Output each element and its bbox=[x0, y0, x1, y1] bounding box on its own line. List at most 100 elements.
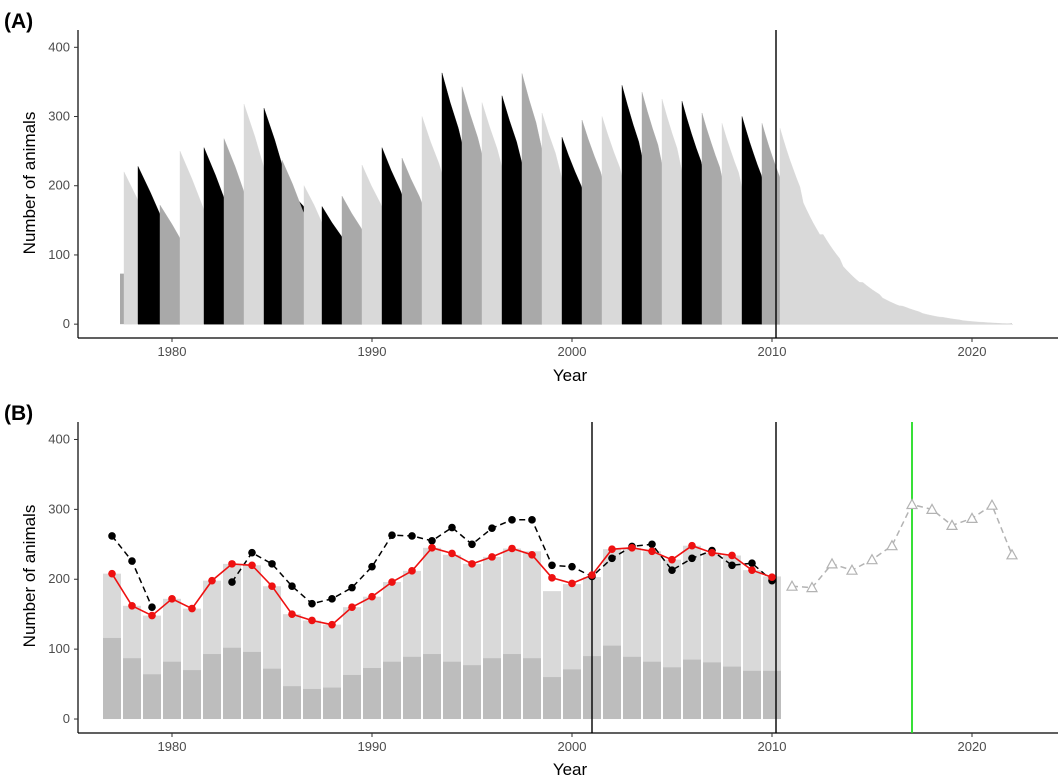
bar-lower bbox=[683, 659, 701, 720]
panel-a-label: (A) bbox=[4, 10, 33, 33]
bar-lower bbox=[423, 654, 441, 720]
observed-point bbox=[468, 540, 476, 549]
modeled-point bbox=[688, 541, 696, 550]
x-tick-label: 1990 bbox=[358, 739, 387, 754]
x-tick-label: 2010 bbox=[758, 344, 787, 359]
modeled-point bbox=[388, 578, 396, 586]
modeled-point bbox=[108, 569, 116, 578]
modeled-point bbox=[488, 553, 496, 561]
forecast-point bbox=[885, 539, 899, 551]
bar-lower bbox=[403, 656, 421, 720]
bar-lower bbox=[203, 654, 221, 720]
observed-point bbox=[748, 559, 756, 567]
bar-lower bbox=[283, 686, 301, 720]
panel-b-xlabel: Year bbox=[553, 760, 588, 779]
panel-b-plot: 0 100 200 300 400 1980 1990 2000 2010 2020 bbox=[48, 422, 1058, 754]
forecast-point bbox=[985, 498, 999, 510]
bar-lower bbox=[763, 670, 781, 720]
observed-point bbox=[668, 566, 676, 574]
y-tick-label: 300 bbox=[48, 501, 70, 516]
forecast-point bbox=[825, 557, 839, 569]
observed-point bbox=[428, 537, 436, 545]
observed-point bbox=[308, 599, 316, 608]
modeled-point bbox=[288, 610, 296, 618]
bar-lower bbox=[123, 658, 141, 720]
panel-a-plot: 0 100 200 300 400 1980 1990 2000 2010 2020 bbox=[48, 30, 1058, 359]
y-tick-label: 200 bbox=[48, 178, 70, 193]
bar-lower bbox=[563, 669, 581, 720]
observed-point bbox=[368, 562, 376, 571]
observed-point bbox=[388, 531, 396, 540]
bar-lower bbox=[343, 674, 361, 720]
modeled-point bbox=[728, 551, 736, 560]
forecast-point bbox=[865, 553, 879, 565]
bar-lower bbox=[263, 668, 281, 720]
modeled-point bbox=[708, 548, 716, 557]
observed-point bbox=[488, 524, 496, 533]
forecast-point bbox=[845, 563, 859, 575]
bar-lower bbox=[243, 651, 261, 720]
x-tick-label: 2020 bbox=[958, 344, 987, 359]
modeled-line bbox=[111, 544, 773, 626]
x-tick-label: 1990 bbox=[358, 344, 387, 359]
forecast-point bbox=[965, 512, 979, 524]
bar-lower bbox=[723, 666, 741, 720]
bar-lower bbox=[743, 670, 761, 720]
modeled-point bbox=[548, 574, 556, 582]
x-tick-label: 1980 bbox=[158, 344, 187, 359]
bar-lower bbox=[703, 662, 721, 720]
observed-point bbox=[728, 561, 736, 570]
bar-lower bbox=[383, 661, 401, 720]
y-tick-label: 0 bbox=[63, 316, 70, 331]
modeled-point bbox=[468, 560, 476, 568]
observed-point bbox=[268, 560, 276, 568]
forecast-point bbox=[805, 581, 819, 593]
bar-lower bbox=[523, 658, 541, 720]
modeled-point bbox=[328, 620, 336, 629]
x-tick-label: 2000 bbox=[558, 739, 587, 754]
cohort-area bbox=[779, 128, 1013, 325]
bar-lower bbox=[103, 637, 121, 720]
forecast-line bbox=[791, 503, 1013, 589]
y-tick-label: 100 bbox=[48, 247, 70, 262]
modeled-point bbox=[568, 579, 576, 588]
bar-lower bbox=[163, 661, 181, 720]
modeled-point bbox=[188, 604, 196, 613]
x-tick-label: 2000 bbox=[558, 344, 587, 359]
modeled-point bbox=[208, 576, 216, 585]
modeled-point bbox=[508, 544, 516, 553]
modeled-point bbox=[588, 571, 596, 579]
bar-lower bbox=[603, 645, 621, 720]
bar-lower bbox=[543, 677, 561, 720]
observed-point bbox=[148, 603, 156, 612]
bar-lower bbox=[183, 670, 201, 720]
bar-lower bbox=[303, 688, 321, 720]
modeled-point bbox=[128, 602, 136, 610]
observed-point bbox=[248, 548, 256, 557]
modeled-point bbox=[248, 561, 256, 570]
forecast-point bbox=[925, 503, 939, 515]
modeled-point bbox=[268, 582, 276, 591]
panel-a-xlabel: Year bbox=[553, 366, 588, 385]
y-tick-label: 300 bbox=[48, 109, 70, 124]
observed-point bbox=[108, 532, 116, 540]
modeled-point bbox=[228, 560, 236, 568]
forecast-point bbox=[945, 519, 959, 531]
bar-lower bbox=[143, 674, 161, 720]
bar-lower bbox=[483, 658, 501, 720]
observed-point bbox=[448, 523, 456, 532]
observed-point bbox=[508, 516, 516, 524]
bar-lower bbox=[443, 661, 461, 720]
observed-line bbox=[231, 519, 773, 605]
observed-point bbox=[568, 562, 576, 571]
modeled-point bbox=[148, 611, 156, 620]
y-tick-label: 0 bbox=[63, 711, 70, 726]
modeled-point bbox=[608, 545, 616, 553]
modeled-point bbox=[348, 603, 356, 612]
observed-point bbox=[688, 554, 696, 563]
bar-lower bbox=[503, 654, 521, 720]
modeled-point bbox=[448, 549, 456, 558]
observed-point bbox=[548, 561, 556, 570]
modeled-point bbox=[528, 550, 536, 559]
observed-point bbox=[608, 554, 616, 563]
